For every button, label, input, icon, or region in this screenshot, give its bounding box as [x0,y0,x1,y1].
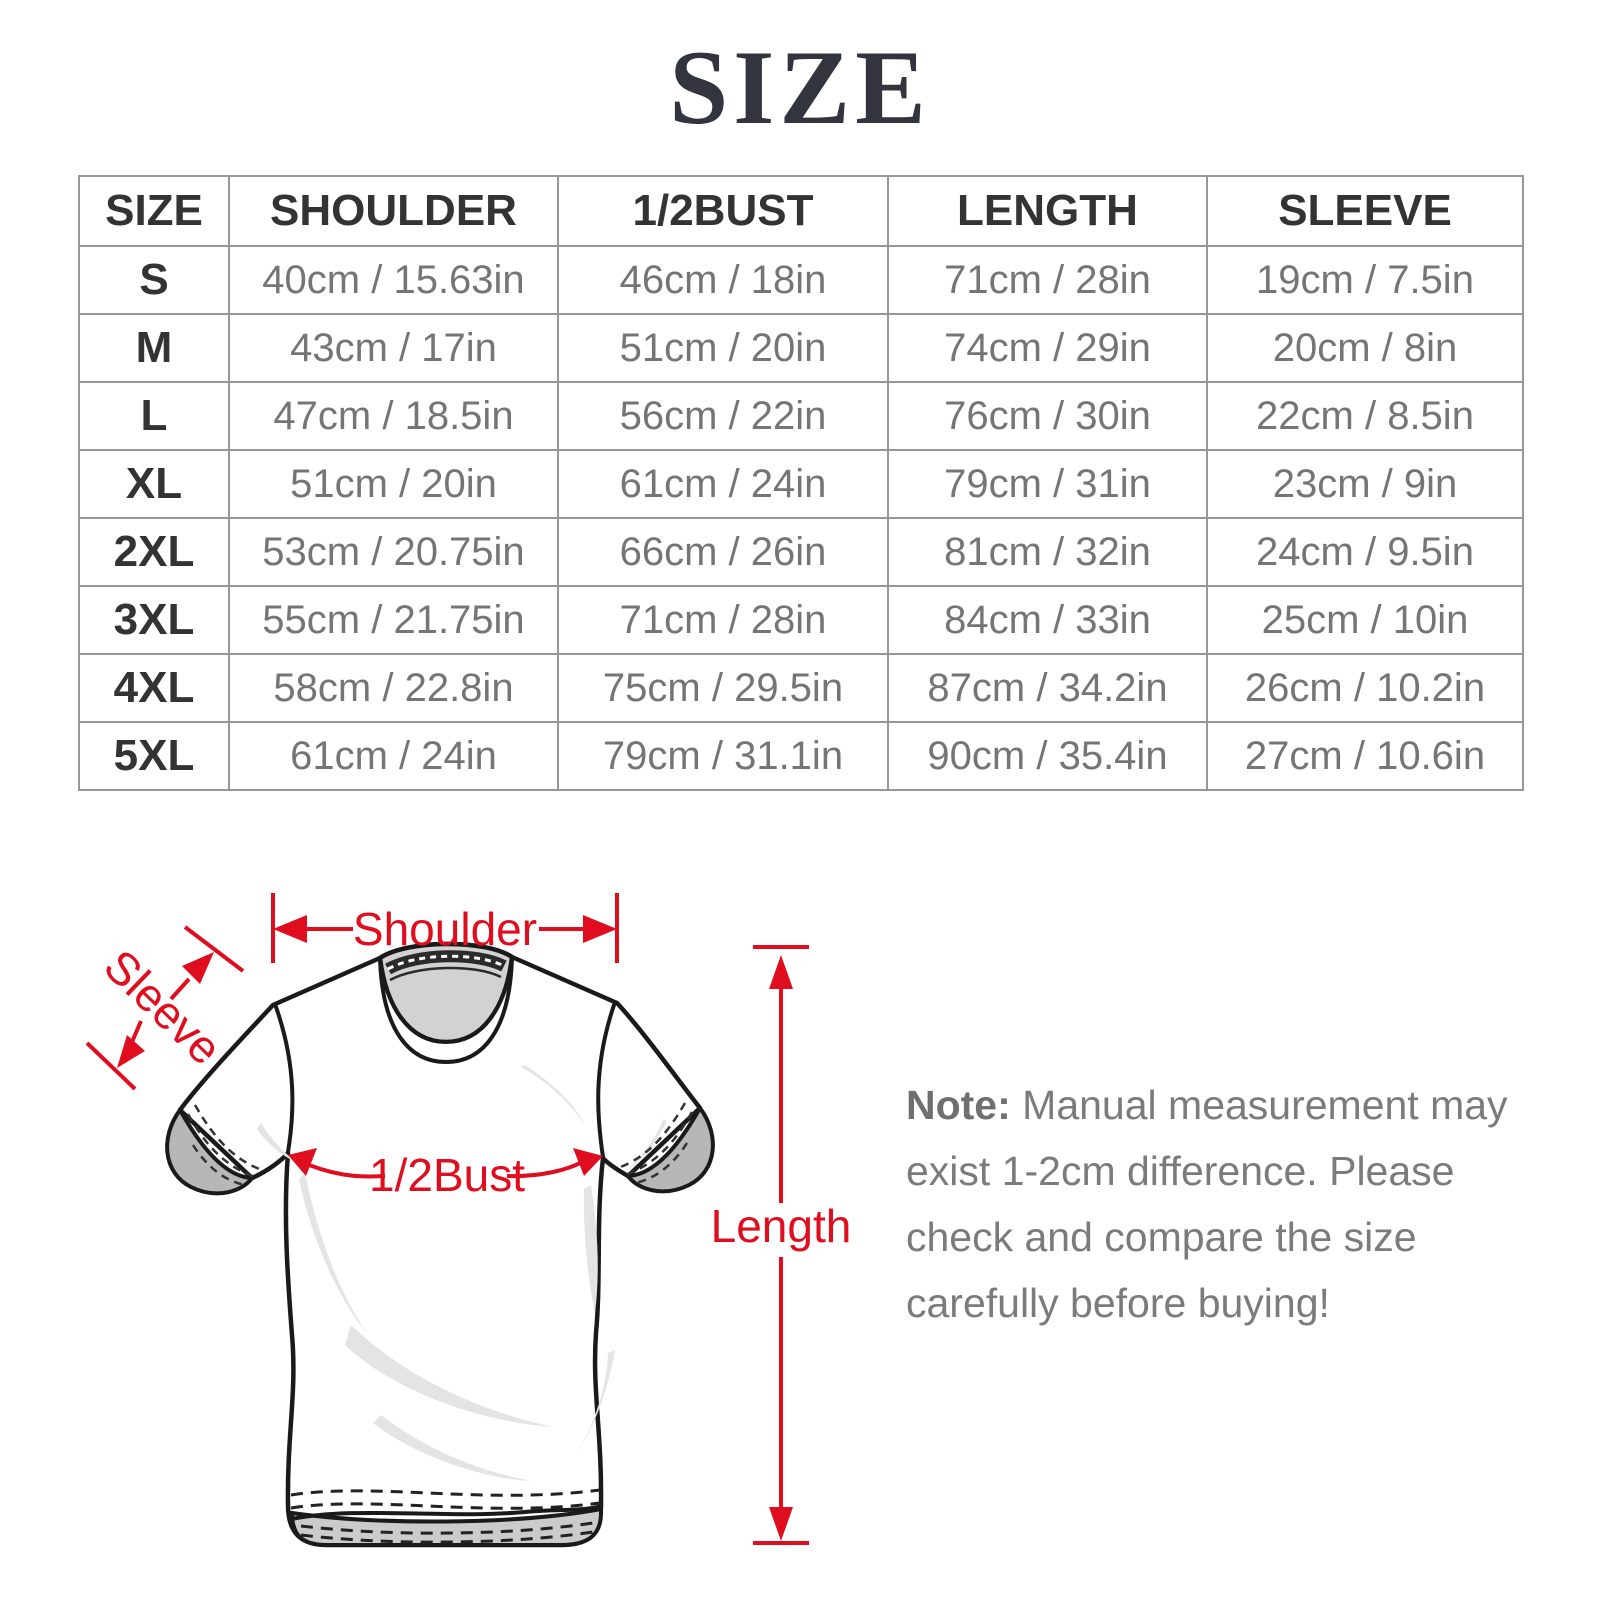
shoulder-value: 47cm / 18.5in [228,381,559,451]
sleeve-label: Sleeve [94,939,231,1074]
bust-value: 51cm / 20in [557,313,889,383]
note-line: Note: Manual measurement may [906,1082,1508,1128]
table-row: 5XL 61cm / 24in 79cm / 31.1in 90cm / 35.… [78,721,1524,791]
note-line: exist 1-2cm difference. Please [906,1148,1455,1194]
column-header-shoulder: SHOULDER [228,175,559,247]
sleeve-value: 25cm / 10in [1206,585,1524,655]
shoulder-value: 40cm / 15.63in [228,245,559,315]
table-row: XL 51cm / 20in 61cm / 24in 79cm / 31in 2… [78,449,1524,519]
bust-value: 56cm / 22in [557,381,889,451]
size-label: S [78,245,230,315]
size-table: SIZE SHOULDER 1/2BUST LENGTH SLEEVE S 40… [78,175,1524,791]
tshirt-drawing [165,941,715,1548]
length-value: 87cm / 34.2in [887,653,1208,723]
sleeve-value: 20cm / 8in [1206,313,1524,383]
size-label: XL [78,449,230,519]
bust-value: 66cm / 26in [557,517,889,587]
bust-value: 46cm / 18in [557,245,889,315]
shoulder-value: 51cm / 20in [228,449,559,519]
bust-label: 1/2Bust [369,1149,525,1201]
table-row: S 40cm / 15.63in 46cm / 18in 71cm / 28in… [78,245,1524,315]
length-value: 84cm / 33in [887,585,1208,655]
bust-value: 75cm / 29.5in [557,653,889,723]
table-row: 2XL 53cm / 20.75in 66cm / 26in 81cm / 32… [78,517,1524,587]
length-arrow: Length [711,945,852,1545]
bust-value: 79cm / 31.1in [557,721,889,791]
column-header-sleeve: SLEEVE [1206,175,1524,247]
note-line: check and compare the size [906,1214,1417,1260]
shoulder-value: 53cm / 20.75in [228,517,559,587]
size-label: 4XL [78,653,230,723]
shoulder-arrow: Shoulder [271,893,619,963]
shoulder-value: 61cm / 24in [228,721,559,791]
shoulder-label: Shoulder [353,903,537,955]
sleeve-value: 19cm / 7.5in [1206,245,1524,315]
length-value: 79cm / 31in [887,449,1208,519]
sleeve-value: 24cm / 9.5in [1206,517,1524,587]
length-value: 81cm / 32in [887,517,1208,587]
table-row: L 47cm / 18.5in 56cm / 22in 76cm / 30in … [78,381,1524,451]
size-label: 2XL [78,517,230,587]
bust-arrow: 1/2Bust [288,1148,603,1201]
table-row: 3XL 55cm / 21.75in 71cm / 28in 84cm / 33… [78,585,1524,655]
sleeve-value: 27cm / 10.6in [1206,721,1524,791]
column-header-bust: 1/2BUST [557,175,889,247]
sleeve-value: 22cm / 8.5in [1206,381,1524,451]
measurement-diagram: Shoulder Sleeve 1/2Bust Length [85,893,852,1548]
shoulder-value: 55cm / 21.75in [228,585,559,655]
table-row: 4XL 58cm / 22.8in 75cm / 29.5in 87cm / 3… [78,653,1524,723]
bust-value: 61cm / 24in [557,449,889,519]
table-row: M 43cm / 17in 51cm / 20in 74cm / 29in 20… [78,313,1524,383]
note-line: carefully before buying! [906,1280,1330,1326]
sleeve-value: 23cm / 9in [1206,449,1524,519]
column-header-length: LENGTH [887,175,1208,247]
size-label: 3XL [78,585,230,655]
sleeve-value: 26cm / 10.2in [1206,653,1524,723]
size-label: 5XL [78,721,230,791]
right-cuff [626,1106,715,1194]
shoulder-value: 43cm / 17in [228,313,559,383]
length-value: 90cm / 35.4in [887,721,1208,791]
length-value: 74cm / 29in [887,313,1208,383]
table-header-row: SIZE SHOULDER 1/2BUST LENGTH SLEEVE [78,175,1524,247]
length-value: 71cm / 28in [887,245,1208,315]
length-label: Length [711,1200,852,1252]
column-header-size: SIZE [78,175,230,247]
size-label: L [78,381,230,451]
page-title: SIZE [669,29,931,146]
shoulder-value: 58cm / 22.8in [228,653,559,723]
note-text: Note: Manual measurement may exist 1-2cm… [906,1072,1526,1336]
note-label: Note: [906,1082,1011,1128]
left-cuff [165,1108,254,1196]
length-value: 76cm / 30in [887,381,1208,451]
size-label: M [78,313,230,383]
bust-value: 71cm / 28in [557,585,889,655]
